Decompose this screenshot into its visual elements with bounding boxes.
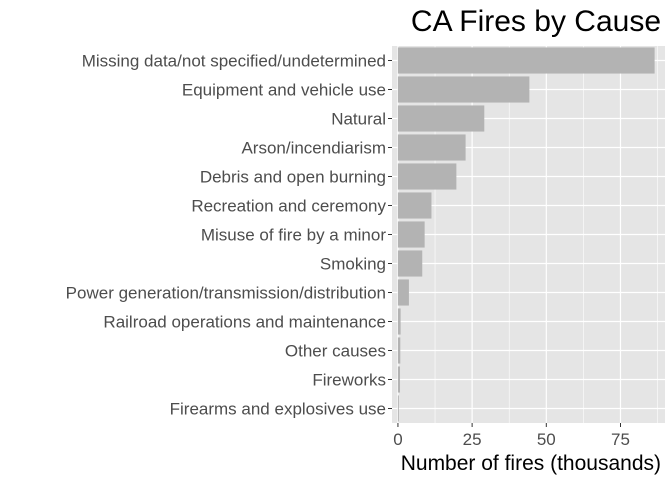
y-tick-label: Other causes bbox=[285, 342, 386, 361]
y-tick-label: Firearms and explosives use bbox=[170, 400, 386, 419]
y-tick-label: Railroad operations and maintenance bbox=[103, 313, 386, 332]
y-tick-label: Power generation/transmission/distributi… bbox=[66, 284, 386, 303]
y-tick-label: Misuse of fire by a minor bbox=[201, 226, 387, 245]
plot-area: Missing data/not specified/undetermined E… bbox=[66, 46, 665, 449]
bar bbox=[397, 47, 655, 74]
bar bbox=[397, 163, 457, 190]
chart-title: CA Fires by Cause bbox=[411, 5, 661, 38]
y-tick-label: Fireworks bbox=[312, 371, 386, 390]
bar bbox=[397, 192, 432, 219]
bar bbox=[397, 105, 485, 132]
bar bbox=[397, 366, 401, 393]
y-tick-label: Debris and open burning bbox=[200, 168, 386, 187]
y-tick-label: Natural bbox=[331, 110, 386, 129]
bar bbox=[397, 337, 401, 364]
bar bbox=[397, 221, 425, 248]
x-tick-label: 75 bbox=[611, 430, 630, 449]
bar bbox=[397, 76, 530, 103]
bar bbox=[397, 308, 401, 335]
bar bbox=[397, 279, 409, 306]
x-axis-label: Number of fires (thousands) bbox=[401, 452, 661, 475]
bar bbox=[397, 134, 466, 161]
y-tick-label: Equipment and vehicle use bbox=[182, 81, 386, 100]
bar bbox=[397, 250, 423, 277]
y-tick-label: Smoking bbox=[320, 255, 386, 274]
y-tick-label: Arson/incendiarism bbox=[241, 139, 386, 158]
bar bbox=[397, 395, 399, 422]
y-tick-label: Recreation and ceremony bbox=[191, 197, 386, 216]
x-tick-label: 25 bbox=[463, 430, 482, 449]
x-tick-label: 50 bbox=[537, 430, 556, 449]
x-tick-label: 0 bbox=[393, 430, 402, 449]
y-tick-label: Missing data/not specified/undetermined bbox=[82, 52, 386, 71]
